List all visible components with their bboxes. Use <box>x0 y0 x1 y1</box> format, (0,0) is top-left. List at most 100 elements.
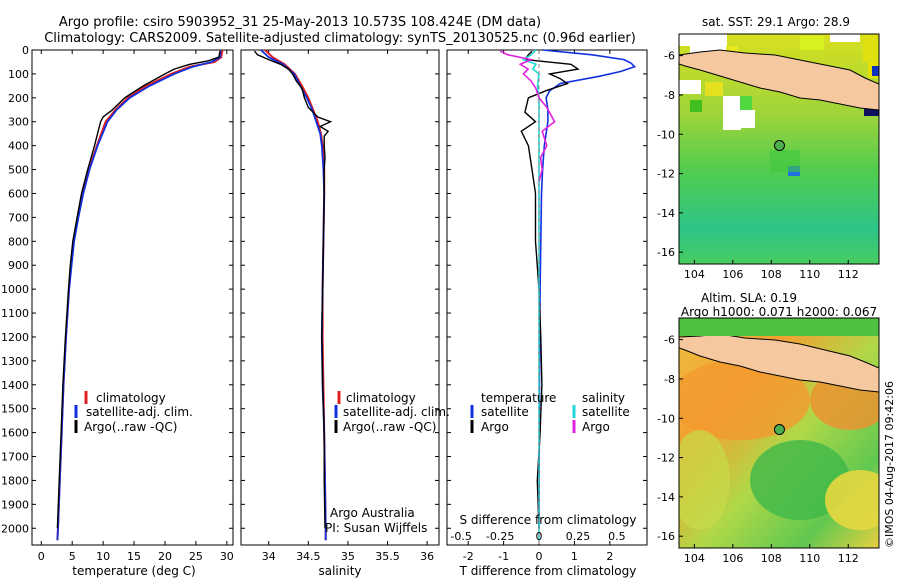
temperature-axes <box>31 49 234 546</box>
map-ytick-label: -16 <box>657 530 675 543</box>
title-line-2: Climatology: CARS2009. Satellite-adjuste… <box>44 31 636 46</box>
diff-legend-t-satellite: satellite <box>481 405 529 419</box>
ytick-label: 900 <box>8 259 29 272</box>
xtick-label: 15 <box>127 550 141 563</box>
map-xtick-label: 112 <box>838 552 859 565</box>
temp-legend-argo: Argo(..raw -QC) <box>84 420 177 434</box>
diff-legend-s-argo: Argo <box>582 420 610 434</box>
temperature-legend: climatology satellite-adj. clim. Argo(..… <box>74 391 193 434</box>
xtick-label: 0 <box>536 550 543 563</box>
xtick-label: 30 <box>220 550 234 563</box>
ytick-label: 100 <box>8 68 29 81</box>
sst-map-title: sat. SST: 29.1 Argo: 28.9 <box>702 15 850 29</box>
ytick-label: 1900 <box>1 498 29 511</box>
map-ytick-label: -12 <box>657 452 675 465</box>
xtick-label: 25 <box>189 550 203 563</box>
map-ytick-label: -6 <box>664 50 675 63</box>
diff-legend-s-satellite: satellite <box>582 405 630 419</box>
series-line-2 <box>56 51 221 529</box>
series-line-2 <box>253 50 333 529</box>
series-line-1 <box>520 50 580 529</box>
map-ytick-label: -6 <box>664 334 675 347</box>
series-line-0 <box>538 49 637 529</box>
map-ytick-label: -16 <box>657 246 675 259</box>
map-xtick-label: 104 <box>684 268 705 281</box>
sst-map-ticks: 104 106 108 110 112 -6 -8 -10 -12 -14 -16 <box>657 50 859 281</box>
sal-legend-argo: Argo(..raw -QC) <box>343 420 436 434</box>
ytick-label: 600 <box>8 187 29 200</box>
ytick-label: 800 <box>8 235 29 248</box>
sst-argo-position-marker <box>773 140 785 152</box>
ytick-label: 1500 <box>1 403 29 416</box>
salinity-annotation-2: PI: Susan Wijffels <box>325 521 427 535</box>
title-line-1: Argo profile: csiro 5903952_31 25-May-20… <box>59 15 541 30</box>
ytick-label: 1100 <box>1 307 29 320</box>
sla-map-title-1: Altim. SLA: 0.19 <box>701 291 797 305</box>
series-line-0 <box>56 49 224 541</box>
map-xtick-label: 112 <box>838 268 859 281</box>
ytick-label: 1400 <box>1 379 29 392</box>
map-xtick-label: 108 <box>761 268 782 281</box>
series-line-1 <box>56 49 222 541</box>
map-xtick-label: 104 <box>684 552 705 565</box>
s-tick-label: 0.5 <box>608 530 626 543</box>
xtick-label: 34 <box>262 550 276 563</box>
map-ytick-label: -8 <box>664 373 675 386</box>
map-xtick-label: 110 <box>799 268 820 281</box>
map-xtick-label: 106 <box>722 268 743 281</box>
s-tick-label: 0.25 <box>566 530 591 543</box>
s-tick-label: 0 <box>536 530 543 543</box>
xtick-label: 0 <box>38 550 45 563</box>
temperature-plot: 0100200300400500600700800900100011001200… <box>1 44 234 563</box>
series-line-3 <box>499 50 556 182</box>
s-tick-label: -0.5 <box>450 530 471 543</box>
salinity-plot: 34 34.5 35 35.5 36 <box>241 49 439 563</box>
ytick-label: 700 <box>8 211 29 224</box>
xtick-label: 20 <box>158 550 172 563</box>
sal-legend-satellite: satellite-adj. clim. <box>343 405 450 419</box>
map-ytick-label: -12 <box>657 168 675 181</box>
temperature-xlabel: temperature (deg C) <box>72 564 195 578</box>
ytick-label: 200 <box>8 92 29 105</box>
xtick-label: -2 <box>463 550 474 563</box>
salinity-legend: climatology satellite-adj. clim. Argo(..… <box>334 391 450 434</box>
ytick-label: 1000 <box>1 283 29 296</box>
xtick-label: 34.5 <box>296 550 321 563</box>
temp-legend-climatology: climatology <box>96 391 166 405</box>
ytick-label: 1300 <box>1 355 29 368</box>
map-ytick-label: -10 <box>657 412 675 425</box>
sst-map-frame <box>678 33 880 265</box>
difference-legend: temperature satellite Argo salinity sate… <box>470 391 630 434</box>
ytick-label: 0 <box>22 44 29 57</box>
ytick-label: 400 <box>8 140 29 153</box>
ytick-label: 1200 <box>1 331 29 344</box>
xtick-label: 35.5 <box>375 550 400 563</box>
sal-legend-climatology: climatology <box>346 391 416 405</box>
xtick-label: 36 <box>420 550 434 563</box>
sla-map-ticks: 104 106 108 110 112 -6 -8 -10 -12 -14 -16 <box>657 334 859 565</box>
sla-map-frame <box>678 317 880 549</box>
salinity-axes <box>240 49 440 546</box>
map-ytick-label: -14 <box>657 207 675 220</box>
diff-legend-temp-title: temperature <box>481 391 556 405</box>
difference-plot: -2 -1 0 1 2 -0.5 -0.25 0 0.25 0.5 <box>447 49 647 563</box>
xtick-label: 1 <box>571 550 578 563</box>
map-ytick-label: -14 <box>657 491 675 504</box>
map-xtick-label: 106 <box>722 552 743 565</box>
map-xtick-label: 108 <box>761 552 782 565</box>
sla-map-title-2: Argo h1000: 0.071 h2000: 0.067 <box>681 305 877 319</box>
salinity-annotation-1: Argo Australia <box>330 506 415 520</box>
xtick-label: 2 <box>606 550 613 563</box>
ytick-label: 1800 <box>1 474 29 487</box>
ytick-label: 1600 <box>1 427 29 440</box>
ytick-label: 1700 <box>1 451 29 464</box>
sla-argo-position-marker <box>773 424 785 436</box>
ytick-label: 500 <box>8 164 29 177</box>
xtick-label: 5 <box>69 550 76 563</box>
xtick-label: 35 <box>341 550 355 563</box>
salinity-xlabel: salinity <box>318 564 361 578</box>
map-ytick-label: -10 <box>657 128 675 141</box>
xtick-label: -1 <box>498 550 509 563</box>
map-ytick-label: -8 <box>664 89 675 102</box>
